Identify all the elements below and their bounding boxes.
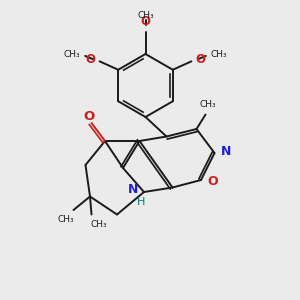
Text: CH₃: CH₃: [58, 215, 74, 224]
Text: O: O: [83, 110, 95, 123]
Text: CH₃: CH₃: [211, 50, 227, 59]
Text: O: O: [195, 53, 205, 66]
Text: CH₃: CH₃: [137, 11, 154, 20]
Text: O: O: [207, 175, 217, 188]
Text: H: H: [137, 196, 145, 207]
Text: N: N: [221, 145, 232, 158]
Text: CH₃: CH₃: [200, 100, 216, 109]
Text: CH₃: CH₃: [64, 50, 80, 59]
Text: N: N: [128, 183, 139, 196]
Text: O: O: [86, 53, 96, 66]
Text: O: O: [140, 16, 151, 28]
Text: CH₃: CH₃: [91, 220, 107, 229]
